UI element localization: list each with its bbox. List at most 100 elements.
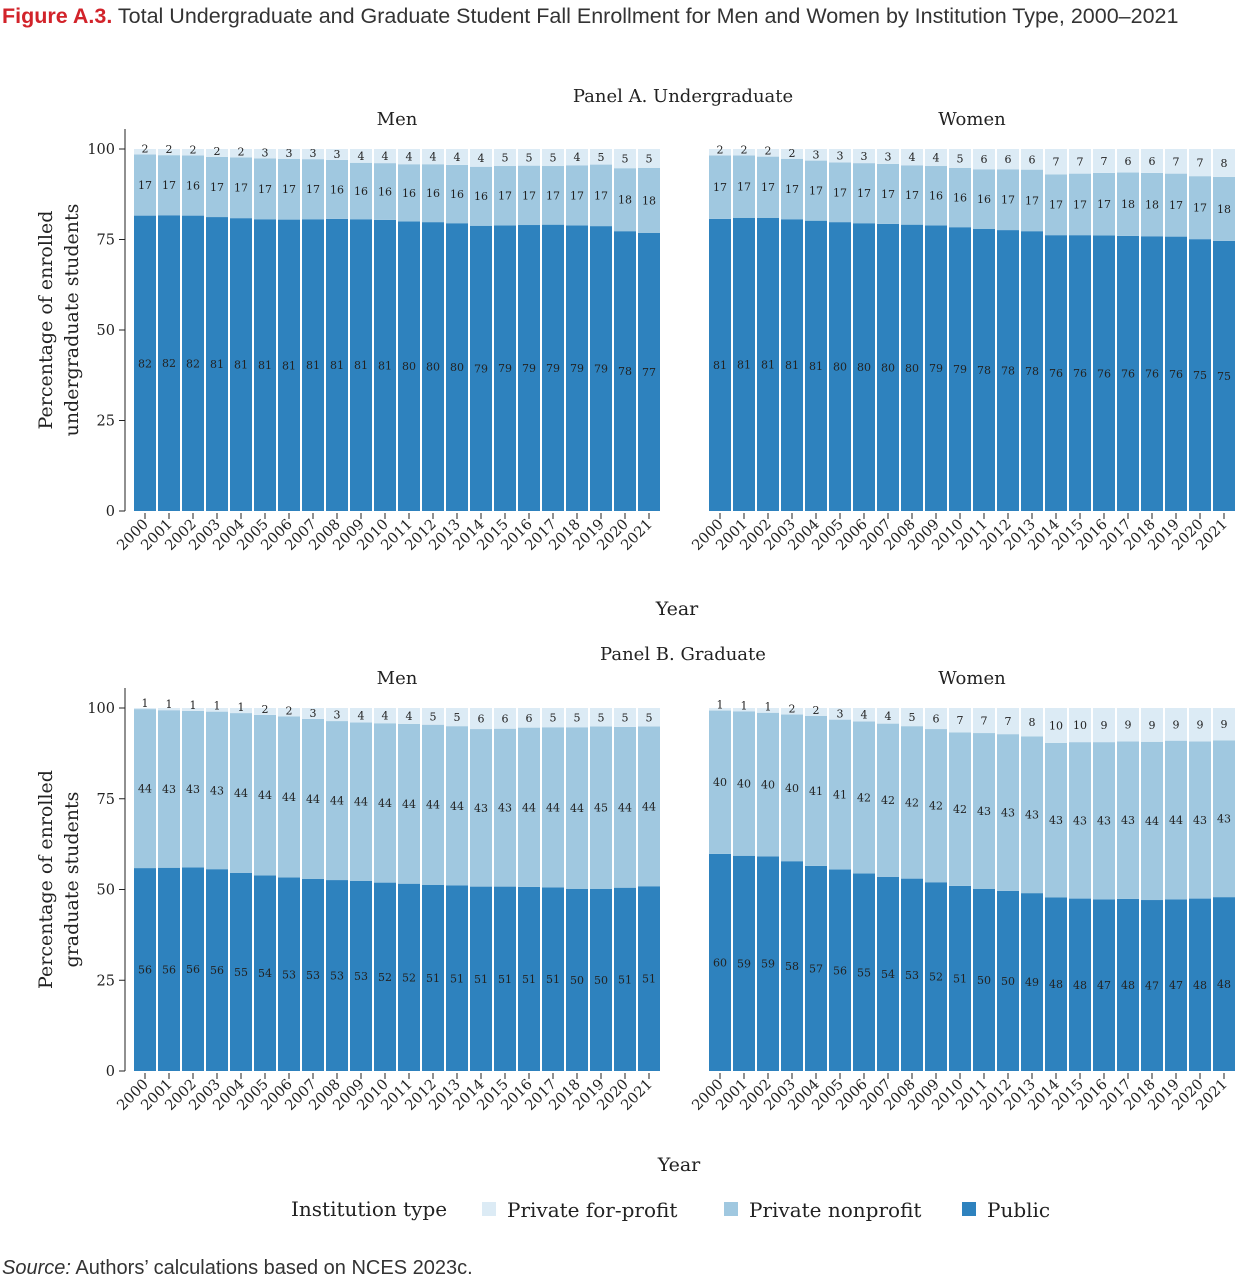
- bar-private-nonprofit-2021: [638, 167, 660, 233]
- bar-public-2001: [158, 867, 180, 1071]
- data-label-private-nonprofit: 17: [162, 179, 176, 192]
- data-label-private-nonprofit: 40: [785, 782, 799, 795]
- bar-private-for-profit-2005: [829, 708, 851, 720]
- data-label-private-for-profit: 5: [646, 152, 653, 165]
- bar-private-for-profit-2018: [566, 708, 588, 728]
- bar-private-nonprofit-2010: [374, 723, 396, 883]
- bar-public-2004: [230, 218, 252, 511]
- data-label-public: 81: [210, 358, 224, 371]
- data-label-public: 79: [570, 362, 584, 375]
- data-label-private-for-profit: 6: [1125, 155, 1132, 168]
- bar-private-for-profit-2013: [1021, 708, 1043, 737]
- data-label-private-nonprofit: 18: [1217, 203, 1231, 216]
- data-label-private-nonprofit: 43: [977, 805, 991, 818]
- data-label-private-for-profit: 2: [166, 143, 173, 156]
- data-label-private-for-profit: 2: [142, 142, 149, 155]
- data-label-public: 51: [642, 973, 656, 986]
- data-label-public: 51: [498, 973, 512, 986]
- data-label-public: 78: [1001, 365, 1015, 378]
- bar-private-for-profit-2003: [781, 149, 803, 159]
- data-label-public: 53: [282, 968, 296, 981]
- data-label-private-nonprofit: 17: [1097, 198, 1111, 211]
- legend-title: Institution type: [291, 1197, 447, 1221]
- bar-private-nonprofit-2005: [254, 158, 276, 220]
- data-label-private-nonprofit: 40: [713, 776, 727, 789]
- bar-private-for-profit-2017: [1117, 149, 1139, 173]
- bar-private-nonprofit-2009: [925, 729, 947, 883]
- data-label-private-nonprofit: 16: [186, 180, 200, 193]
- bar-private-nonprofit-2005: [829, 719, 851, 870]
- bar-private-nonprofit-2000: [134, 154, 156, 216]
- data-label-private-nonprofit: 43: [1217, 813, 1231, 826]
- bar-private-for-profit-2002: [757, 149, 779, 157]
- bar-private-for-profit-2015: [494, 149, 516, 167]
- data-label-private-for-profit: 3: [334, 148, 341, 161]
- data-label-public: 51: [522, 973, 536, 986]
- data-label-private-for-profit: 7: [1101, 155, 1108, 168]
- data-label-private-nonprofit: 43: [1049, 814, 1063, 827]
- bar-private-nonprofit-2020: [1189, 741, 1211, 899]
- data-label-public: 79: [522, 362, 536, 375]
- data-label-public: 51: [426, 972, 440, 985]
- bar-public-2016: [518, 886, 540, 1071]
- bar-private-for-profit-2008: [326, 708, 348, 722]
- data-label-private-nonprofit: 16: [474, 190, 488, 203]
- data-label-private-for-profit: 7: [1173, 155, 1180, 168]
- data-label-private-for-profit: 2: [813, 704, 820, 717]
- bar-private-for-profit-2009: [350, 708, 372, 723]
- data-label-private-for-profit: 4: [430, 151, 437, 164]
- bar-private-nonprofit-2017: [1117, 172, 1139, 236]
- bar-private-nonprofit-2008: [326, 159, 348, 219]
- bar-private-nonprofit-2016: [518, 727, 540, 887]
- bar-public-2008: [326, 880, 348, 1071]
- data-label-public: 82: [162, 357, 176, 370]
- data-label-public: 51: [618, 973, 632, 986]
- data-label-private-for-profit: 6: [933, 713, 940, 726]
- data-label-public: 80: [450, 361, 464, 374]
- x-axis-title-graduate: Year: [657, 1154, 701, 1176]
- y-axis-title: Percentage of enrolled: [35, 770, 57, 989]
- bar-public-2010: [949, 227, 971, 511]
- bar-public-2003: [781, 861, 803, 1071]
- data-label-public: 52: [929, 971, 943, 984]
- bar-private-for-profit-2005: [254, 149, 276, 159]
- bar-private-nonprofit-2003: [781, 714, 803, 862]
- data-label-private-nonprofit: 17: [522, 189, 536, 202]
- figure-label: Figure A.3.: [2, 4, 113, 28]
- data-label-private-nonprofit: 43: [474, 802, 488, 815]
- data-label-private-for-profit: 2: [741, 144, 748, 157]
- bar-private-for-profit-2001: [733, 149, 755, 156]
- bar-public-2009: [350, 219, 372, 511]
- y-tick-label: 0: [106, 1064, 115, 1080]
- x-axis-title-undergraduate: Year: [655, 598, 699, 620]
- bar-private-nonprofit-2010: [949, 167, 971, 228]
- bar-public-2016: [1093, 899, 1115, 1071]
- bar-private-for-profit-2012: [422, 708, 444, 725]
- facet-title-undergraduate-men: Men: [377, 109, 418, 130]
- bar-private-nonprofit-2009: [925, 166, 947, 226]
- bar-private-nonprofit-2001: [733, 711, 755, 856]
- data-label-private-nonprofit: 17: [1049, 199, 1063, 212]
- bar-public-2011: [973, 229, 995, 511]
- data-label-private-nonprofit: 40: [737, 778, 751, 791]
- data-label-private-for-profit: 3: [885, 150, 892, 163]
- bar-private-nonprofit-2008: [901, 165, 923, 225]
- data-label-private-for-profit: 4: [574, 151, 581, 164]
- bar-private-for-profit-2019: [590, 149, 612, 165]
- bar-private-nonprofit-2001: [733, 155, 755, 218]
- bar-public-2019: [590, 888, 612, 1071]
- data-label-private-nonprofit: 44: [546, 801, 560, 814]
- data-label-private-for-profit: 3: [334, 709, 341, 722]
- data-label-public: 78: [1025, 365, 1039, 378]
- data-label-public: 81: [761, 358, 775, 371]
- bar-private-nonprofit-2002: [182, 155, 204, 216]
- bar-private-nonprofit-2012: [422, 164, 444, 223]
- bar-private-for-profit-2011: [973, 708, 995, 734]
- bar-private-for-profit-2001: [158, 149, 180, 156]
- bar-private-for-profit-2006: [278, 708, 300, 717]
- bar-private-for-profit-2003: [206, 708, 228, 712]
- bar-private-for-profit-2011: [973, 149, 995, 170]
- bar-public-2011: [973, 888, 995, 1071]
